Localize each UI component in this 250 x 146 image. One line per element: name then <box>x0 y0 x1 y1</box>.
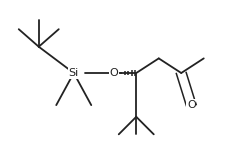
Text: O: O <box>110 68 118 78</box>
Text: Si: Si <box>68 68 79 78</box>
Text: O: O <box>187 100 196 110</box>
